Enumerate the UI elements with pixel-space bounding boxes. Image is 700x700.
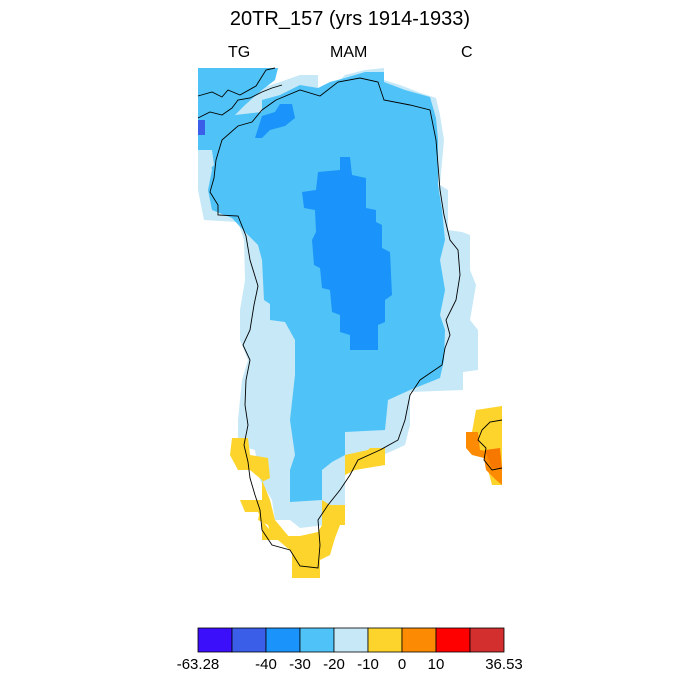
- variable-label: TG: [228, 44, 251, 61]
- region-iceland-orange: [466, 432, 502, 485]
- colorbar-box: [367, 627, 403, 653]
- coastline-ellesmere-2: [197, 84, 283, 119]
- colorbar-labels: -63.28 -40 -30 -20 -10 0 10 36.53: [177, 656, 523, 673]
- colorbar-tick-label: -40: [255, 656, 277, 673]
- region-iceland-dark: [485, 448, 502, 468]
- region-deep-blue: [302, 157, 392, 350]
- region-light-patch: [250, 342, 265, 360]
- colorbar-tick-label: -63.28: [177, 656, 220, 673]
- colorbar-tick-label: 36.53: [485, 656, 523, 673]
- region-ellesmere: [198, 68, 278, 165]
- region-ellesmere-light: [198, 150, 214, 175]
- colorbar-box: [197, 627, 233, 653]
- region-blue-patch-nw: [198, 120, 205, 135]
- region-blue-north: [255, 104, 295, 138]
- colorbar-box: [231, 627, 267, 653]
- colorbar-box: [469, 627, 505, 653]
- colorbar-tick-label: -10: [357, 656, 379, 673]
- coastline-ellesmere: [197, 67, 276, 98]
- colorbar-box: [299, 627, 335, 653]
- colorbar-tick-label: -30: [289, 656, 311, 673]
- region-yellow-east: [345, 448, 385, 475]
- colorbar-box: [333, 627, 369, 653]
- colorbar-box: [435, 627, 471, 653]
- colorbar-box: [401, 627, 437, 653]
- region-yellow-south: [230, 438, 345, 540]
- units-label: C: [461, 44, 473, 61]
- coastline-iceland: [477, 419, 503, 471]
- colorbar-tick-label: -20: [323, 656, 345, 673]
- colorbar-tick-label: 0: [398, 656, 406, 673]
- map-title: 20TR_157 (yrs 1914-1933): [229, 8, 471, 30]
- season-label: MAM: [330, 44, 368, 61]
- coastline: [209, 77, 461, 569]
- colorbar-tick-label: 10: [428, 656, 445, 673]
- colorbar-box: [265, 627, 301, 653]
- colorbar-boxes: [197, 627, 505, 653]
